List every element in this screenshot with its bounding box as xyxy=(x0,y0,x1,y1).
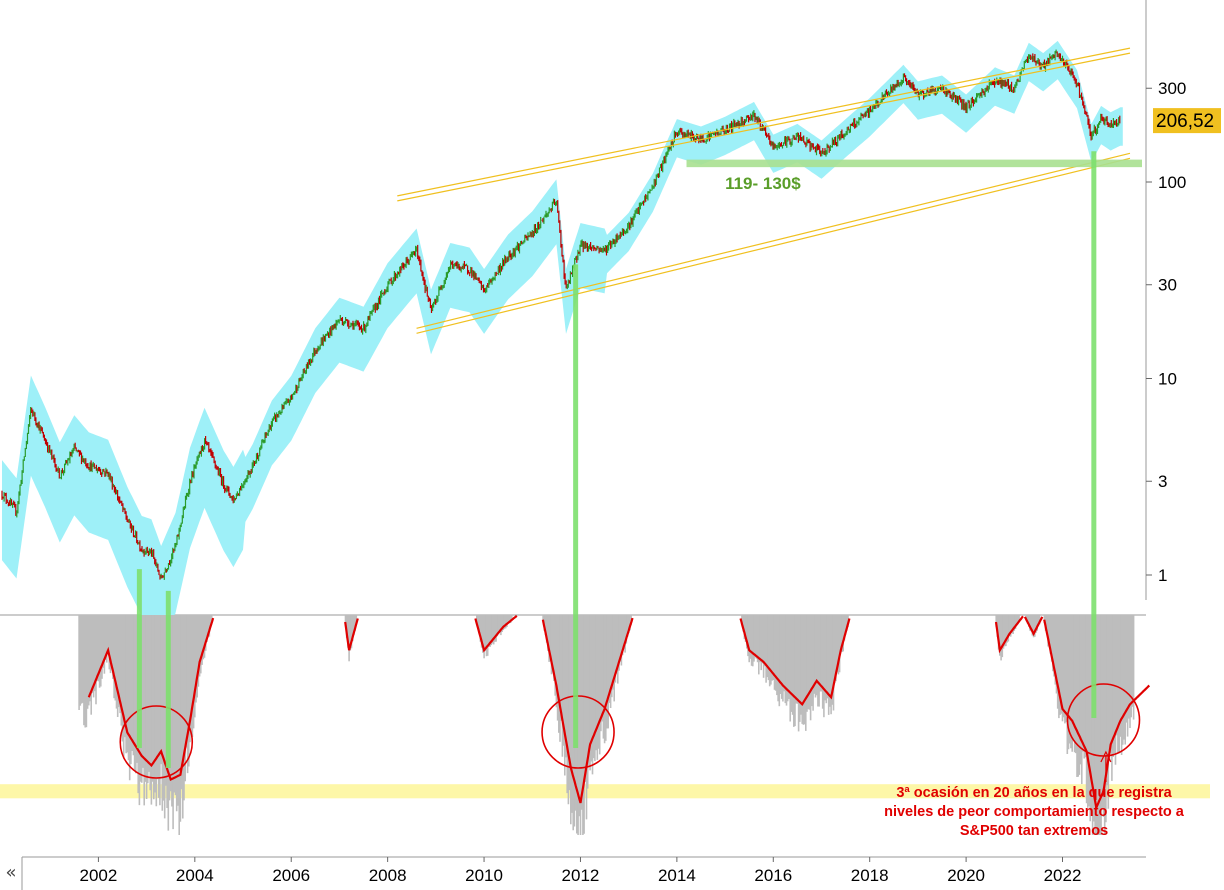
x-tick-label: 2010 xyxy=(465,866,503,885)
x-tick-label: 2002 xyxy=(79,866,117,885)
y-tick-label: 1 xyxy=(1158,566,1167,585)
price-candles xyxy=(1,49,1121,580)
upper-channel-line xyxy=(397,47,1131,197)
y-tick-label: 100 xyxy=(1158,173,1186,192)
price-pane: 119- 130$ xyxy=(1,40,1142,647)
y-tick-label: 3 xyxy=(1158,472,1167,491)
support-zone-label: 119- 130$ xyxy=(725,174,801,193)
y-tick-label: 30 xyxy=(1158,276,1177,295)
y-tick-label: 300 xyxy=(1158,79,1186,98)
last-price-label: 206,52 xyxy=(1156,111,1214,132)
x-tick-label: 2008 xyxy=(369,866,407,885)
x-tick-label: 2014 xyxy=(658,866,696,885)
last-price-box xyxy=(1153,108,1221,134)
indicator-pane: 3ª ocasión en 20 años en la que registra… xyxy=(0,614,1210,839)
extreme-level-band xyxy=(0,784,1210,799)
x-tick-label: 2020 xyxy=(947,866,985,885)
x-tick-label: 2004 xyxy=(176,866,214,885)
relative-performance-line xyxy=(87,614,1151,812)
price-axis: 300 100 30 10 3 1 xyxy=(1146,79,1186,585)
upper-channel-line xyxy=(397,52,1131,202)
x-tick-label: 2018 xyxy=(851,866,889,885)
x-tick-label: 2012 xyxy=(562,866,600,885)
annotation-text-line: S&P500 tan extremos xyxy=(960,823,1108,839)
time-axis: 2002 2004 2006 2008 2010 2012 2014 2016 2018 2020… xyxy=(79,857,1081,885)
scroll-left-button[interactable]: « xyxy=(5,861,17,883)
x-tick-label: 2022 xyxy=(1044,866,1082,885)
x-tick-label: 2016 xyxy=(754,866,792,885)
lower-channel-line xyxy=(416,152,1131,329)
lower-channel-line xyxy=(416,157,1131,334)
annotation: 3ª ocasión en 20 años en la que registra… xyxy=(884,750,1185,839)
volatility-band xyxy=(2,40,1123,647)
last-price-tag: 206,52 xyxy=(1153,108,1221,134)
support-zone xyxy=(686,159,1142,168)
volatility-band-area xyxy=(2,40,1123,647)
histogram-bars xyxy=(78,615,1135,835)
annotation-text-line: 3ª ocasión en 20 años en la que registra xyxy=(896,785,1172,801)
annotation-text-line: niveles de peor comportamiento respecto … xyxy=(884,804,1185,820)
trend-channels xyxy=(397,47,1131,334)
extreme-lows-circles xyxy=(119,683,1141,779)
y-tick-label: 10 xyxy=(1158,370,1177,389)
vertical-markers xyxy=(136,151,1097,768)
annotation-arrowhead xyxy=(1100,750,1112,763)
extreme-low-circle xyxy=(119,705,194,779)
x-tick-label: 2006 xyxy=(272,866,310,885)
